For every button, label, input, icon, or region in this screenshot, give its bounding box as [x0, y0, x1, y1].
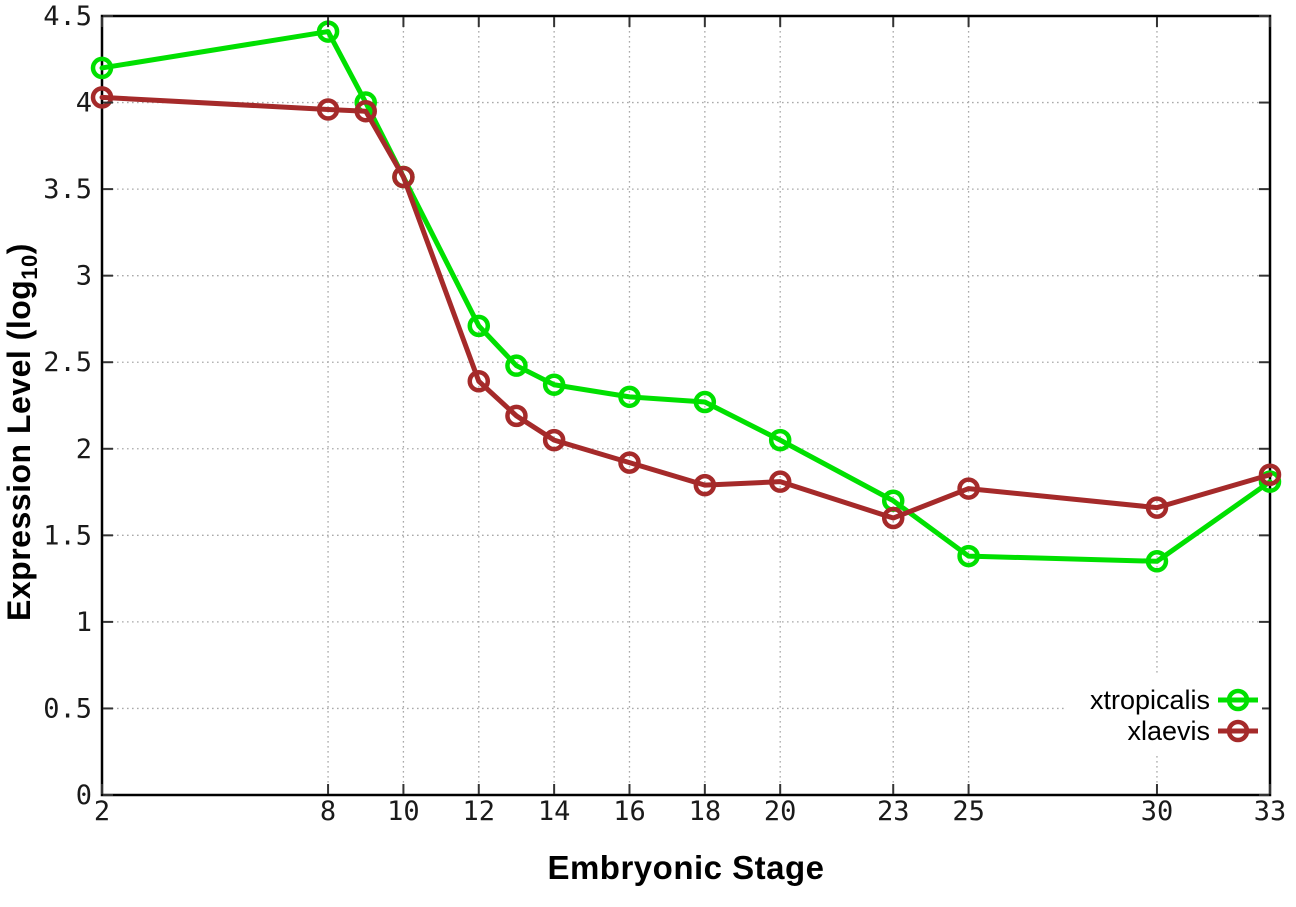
- y-tick-label: 3.5: [43, 174, 92, 205]
- series-xlaevis-point: [881, 506, 905, 530]
- x-tick-label: 20: [764, 796, 797, 827]
- y-tick-label: 2.5: [43, 347, 92, 378]
- series-xlaevis-point: [316, 98, 340, 121]
- series-xtropicalis-point: [693, 390, 717, 414]
- y-tick-label: 0: [76, 780, 92, 811]
- legend-item-xlaevis: xlaevis: [1127, 716, 1258, 746]
- series-xlaevis-point: [505, 404, 528, 428]
- x-tick-label: 25: [952, 796, 985, 827]
- legend-marker-icon: [1226, 688, 1250, 712]
- series-xlaevis-point: [467, 370, 491, 393]
- series-xtropicalis-point: [505, 354, 528, 377]
- series-xlaevis-point: [354, 99, 377, 123]
- series-xlaevis-point: [542, 428, 566, 452]
- y-tick-label: 2: [76, 434, 92, 465]
- y-tick-label: 1: [76, 607, 92, 638]
- series-xlaevis: [90, 86, 1282, 530]
- legend-marker-icon: [1226, 719, 1250, 743]
- x-tick-label: 18: [689, 796, 722, 827]
- series-xtropicalis-point: [90, 56, 114, 80]
- series-xlaevis-line: [99, 94, 1273, 521]
- x-tick-label: 8: [320, 796, 336, 827]
- legend-label: xtropicalis: [1090, 685, 1210, 715]
- series-xlaevis-point: [768, 470, 792, 493]
- series-xtropicalis-point: [1145, 550, 1169, 573]
- x-tick-label: 10: [387, 796, 420, 827]
- series-xtropicalis-point: [542, 373, 566, 396]
- series-xtropicalis-point: [467, 314, 491, 338]
- y-tick-label: 3: [76, 261, 92, 292]
- x-tick-label: 23: [877, 796, 910, 827]
- legend-box: [1066, 674, 1262, 754]
- x-tick-label: 30: [1141, 796, 1174, 827]
- y-tick-label: 1.5: [43, 520, 92, 551]
- x-tick-label: 16: [613, 796, 646, 827]
- tick-marks: [101, 15, 1271, 796]
- x-tick-label: 12: [463, 796, 496, 827]
- x-tick-label: 14: [538, 796, 571, 827]
- series-xtropicalis-point: [618, 385, 641, 409]
- y-tick-label: 4.5: [43, 1, 92, 32]
- series-xtropicalis-point: [957, 544, 980, 568]
- x-tick-label: 2: [94, 796, 110, 827]
- y-tick-label: 4: [76, 88, 92, 119]
- series-xlaevis-point: [1145, 496, 1169, 519]
- series-xlaevis-point: [693, 473, 717, 497]
- series-xtropicalis-point: [768, 428, 792, 452]
- series-xlaevis-point: [392, 165, 415, 189]
- series-xlaevis-point: [618, 451, 641, 474]
- legend-item-xtropicalis: xtropicalis: [1090, 685, 1258, 715]
- series-xlaevis-point: [957, 477, 980, 500]
- plot-border: [100, 14, 1272, 797]
- y-tick-label: 0.5: [43, 693, 92, 724]
- series-xlaevis-point: [90, 86, 114, 109]
- x-axis-title: Embryonic Stage: [547, 849, 825, 886]
- x-tick-label: 33: [1254, 796, 1287, 827]
- legend-label: xlaevis: [1127, 716, 1210, 746]
- y-axis-title: Expression Level (log10): [1, 243, 42, 621]
- series-xlaevis-point: [1258, 463, 1282, 486]
